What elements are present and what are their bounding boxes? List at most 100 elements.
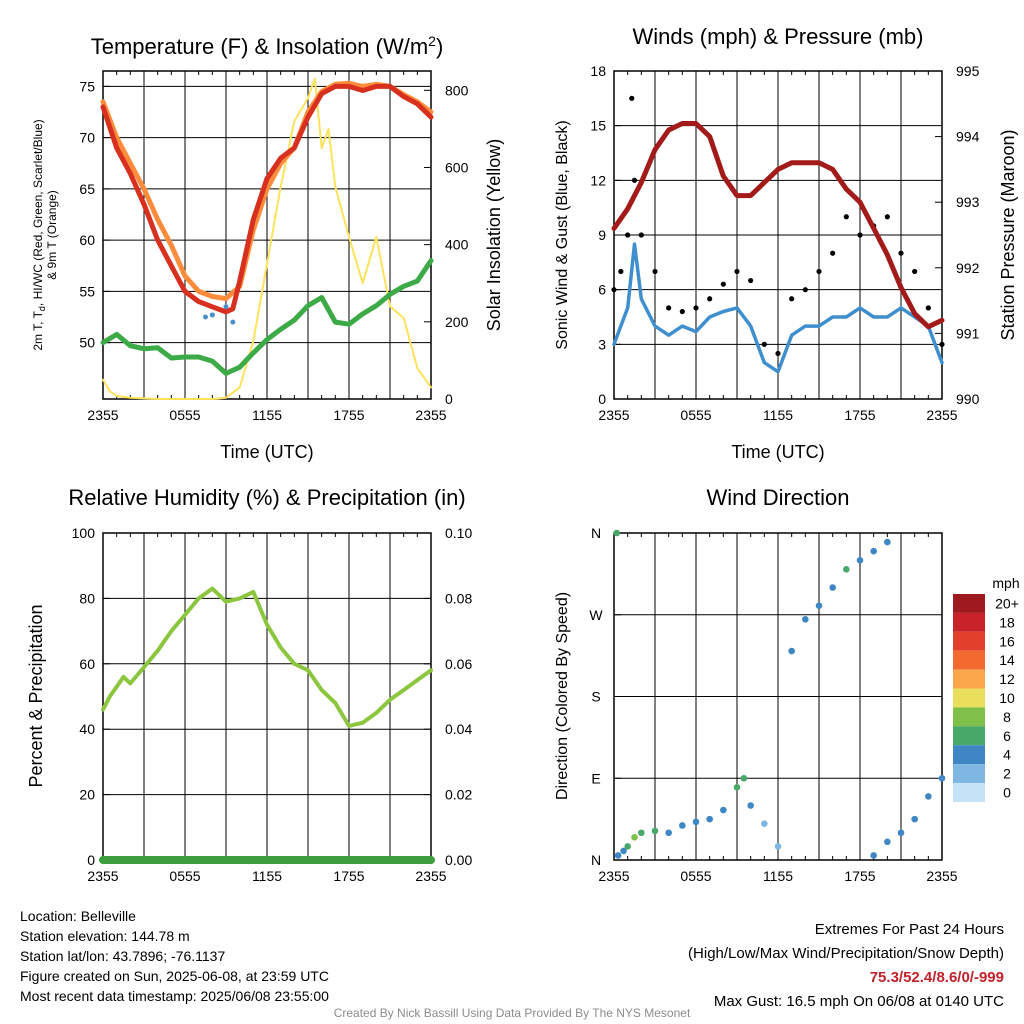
temperature-y2tick-label: 200 <box>445 314 469 330</box>
winds-y2tick-label: 993 <box>956 194 980 210</box>
direction-point <box>829 584 836 591</box>
figure-created: Figure created on Sun, 2025-06-08, at 23… <box>20 968 329 984</box>
max-gust: Max Gust: 16.5 mph On 06/08 at 0140 UTC <box>713 993 1004 1010</box>
station-elevation: Station elevation: 144.78 m <box>20 928 190 944</box>
direction-point <box>747 802 754 809</box>
temperature-ylabel-left: 2m T, Td, HI/WC (Red, Green, Scarlet/Blu… <box>31 119 47 350</box>
direction-ylabel-left: Direction (Colored By Speed) <box>554 592 571 800</box>
gust-point <box>693 305 699 311</box>
direction-point <box>938 774 946 782</box>
gust-point <box>652 268 658 275</box>
direction-point <box>815 602 823 609</box>
hi-wc-point <box>223 304 229 310</box>
legend-swatch <box>953 612 985 632</box>
credit-line: Created By Nick Bassill Using Data Provi… <box>333 1006 691 1020</box>
temperature-ytick-label: 50 <box>79 335 95 351</box>
humidity-ylabel-left: Percent & Precipitation <box>26 604 46 787</box>
legend-label: 2 <box>1003 766 1011 782</box>
legend-swatch <box>953 726 985 746</box>
gust-point <box>611 287 617 293</box>
direction-point <box>870 547 877 555</box>
legend-label: 16 <box>999 633 1015 649</box>
winds-y2tick-label: 991 <box>956 325 980 341</box>
legend-swatch <box>953 707 985 727</box>
winds-xlabel: Time (UTC) <box>731 442 824 462</box>
direction-xtick-label: 2355 <box>926 868 957 884</box>
solar-insolation-line <box>102 77 432 400</box>
gust-point <box>843 214 849 220</box>
direction-panel-title: Wind Direction <box>706 485 849 510</box>
temperature-ytick-label: 65 <box>79 181 95 197</box>
winds-y2tick-label: 990 <box>956 391 980 407</box>
legend-swatch <box>953 745 985 765</box>
temperature-xtick-label: 0555 <box>169 407 200 423</box>
humidity-ytick-label: 60 <box>79 656 95 672</box>
gust-point <box>734 268 740 275</box>
winds-ytick-label: 6 <box>598 282 606 298</box>
direction-point <box>911 815 918 823</box>
humidity-y2tick-label: 0.06 <box>445 656 472 672</box>
temperature-ytick-label: 75 <box>79 78 95 94</box>
legend-label: 0 <box>1003 785 1011 801</box>
direction-ytick-label: N <box>591 852 601 868</box>
gust-point <box>666 305 672 311</box>
gust-point <box>625 232 631 238</box>
direction-point <box>665 829 672 837</box>
legend-swatch <box>953 594 985 613</box>
legend-swatch <box>953 783 985 802</box>
gust-point <box>720 281 726 287</box>
station-location: Location: Belleville <box>20 908 136 924</box>
humidity-xtick-label: 1755 <box>333 868 364 884</box>
direction-point <box>843 566 850 573</box>
humidity-ytick-label: 100 <box>72 525 96 541</box>
direction-point <box>761 820 768 827</box>
direction-point <box>620 847 627 855</box>
legend-label: 10 <box>999 690 1015 706</box>
hi-wc-point <box>209 312 215 318</box>
speed-legend: 20+ 18 16 14 12 10 8 6 4 2 0 <box>953 594 1019 802</box>
winds-ytick-label: 9 <box>598 227 606 243</box>
humidity-ytick-label: 80 <box>79 590 95 606</box>
winds-ytick-label: 3 <box>598 336 606 352</box>
direction-ytick-label: E <box>591 770 600 786</box>
humidity-panel-title: Relative Humidity (%) & Precipitation (i… <box>68 485 465 510</box>
temperature-xlabel: Time (UTC) <box>220 442 313 462</box>
gust-point <box>775 350 781 357</box>
direction-point <box>856 556 864 564</box>
direction-point <box>614 852 622 859</box>
temperature-ylabel-left-line2: & 9m T (Orange) <box>45 190 59 280</box>
winds-y2tick-label: 992 <box>956 260 980 276</box>
temperature-y2tick-label: 400 <box>445 237 469 253</box>
temperature-ytick-label: 70 <box>79 130 95 146</box>
gust-point <box>898 250 904 256</box>
direction-point <box>884 838 891 846</box>
humidity-y2tick-label: 0.10 <box>445 525 472 541</box>
gust-point <box>629 95 635 101</box>
legend-swatch <box>953 669 985 689</box>
temperature-xtick-label: 1755 <box>333 407 364 423</box>
humidity-y2tick-label: 0.00 <box>445 852 472 868</box>
temperature-ytick-label: 55 <box>79 283 95 299</box>
gust-point <box>761 341 767 347</box>
direction-point <box>925 793 932 800</box>
temperature-y2tick-label: 800 <box>445 82 469 98</box>
gust-point <box>789 296 795 302</box>
direction-ytick-label: W <box>589 607 603 623</box>
humidity-ytick-label: 0 <box>87 852 95 868</box>
winds-xtick-label: 2355 <box>598 407 629 423</box>
direction-point <box>679 822 686 829</box>
gust-point <box>939 341 945 347</box>
temperature-y2tick-label: 0 <box>445 391 453 407</box>
winds-ytick-label: 0 <box>598 391 606 407</box>
direction-point <box>624 843 631 850</box>
winds-ytick-label: 15 <box>590 118 606 134</box>
legend-swatch <box>953 631 985 651</box>
humidity-y2tick-label: 0.04 <box>445 721 472 737</box>
hi-wc-point <box>230 319 236 325</box>
direction-point <box>720 806 727 814</box>
gust-point <box>707 296 713 302</box>
winds-ylabel-left: Sonic Wind & Gust (Blue, Black) <box>554 120 571 349</box>
direction-point <box>774 843 782 850</box>
legend-swatch <box>953 650 985 670</box>
